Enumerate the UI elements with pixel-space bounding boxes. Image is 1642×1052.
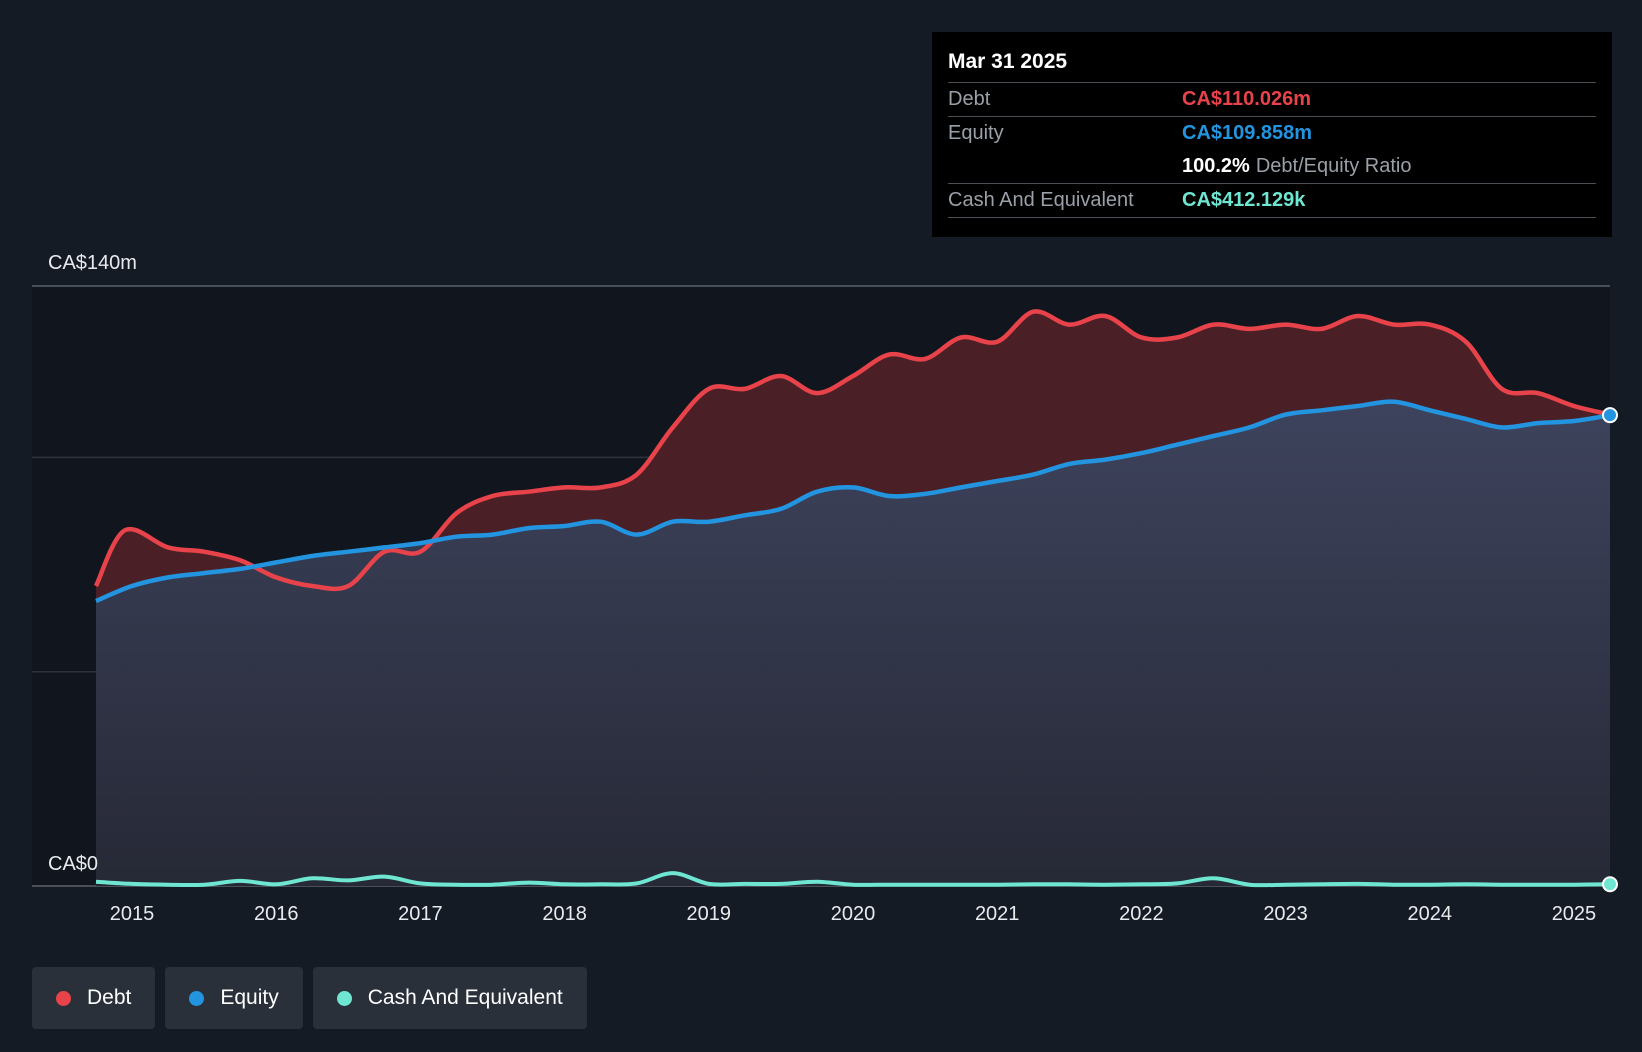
legend-equity-label: Equity — [220, 986, 279, 1009]
tooltip-debt-row: Debt CA$110.026m — [948, 83, 1596, 117]
tooltip-ratio-row: 100.2% Debt/Equity Ratio — [948, 150, 1596, 184]
legend: Debt Equity Cash And Equivalent — [32, 967, 587, 1029]
area-fills — [96, 311, 1610, 886]
tooltip-equity-label: Equity — [948, 122, 1004, 144]
tooltip-cash-value: CA$412.129k — [1182, 189, 1306, 211]
tooltip-cash-row: Cash And Equivalent CA$412.129k — [948, 184, 1596, 218]
debt-dot-icon — [56, 990, 71, 1006]
tooltip-equity-value: CA$109.858m — [1182, 122, 1313, 144]
debt-line — [93, 309, 1611, 592]
equity-area — [96, 401, 1610, 886]
legend-item-equity[interactable]: Equity — [165, 967, 303, 1029]
equity-end-marker[interactable] — [1602, 407, 1618, 424]
x-tick-label: 2024 — [1408, 903, 1453, 925]
tooltip-ratio-value: 100.2% — [1182, 155, 1250, 177]
x-tick-label: 2015 — [110, 903, 155, 925]
x-tick-label: 2018 — [542, 903, 587, 925]
x-tick-label: 2017 — [398, 903, 443, 925]
series-lines — [93, 309, 1611, 888]
x-tick-label: 2023 — [1263, 903, 1308, 925]
cash-line — [95, 871, 1611, 888]
x-tick-label: 2022 — [1119, 903, 1164, 925]
equity-line — [95, 399, 1611, 604]
x-tick-label: 2021 — [975, 903, 1020, 925]
x-tick-label: 2020 — [831, 903, 876, 925]
tooltip-debt-value: CA$110.026m — [1182, 88, 1311, 110]
y-axis-top-label: CA$140m — [48, 252, 137, 274]
x-axis-ticks: 2015 2016 2017 2018 2019 2020 2021 2022 2023 2024… — [110, 903, 1596, 925]
legend-item-cash[interactable]: Cash And Equivalent — [312, 967, 587, 1029]
x-tick-label: 2025 — [1552, 903, 1597, 925]
equity-dot-icon — [189, 990, 205, 1006]
tooltip-date: Mar 31 2025 — [948, 46, 1596, 83]
tooltip-ratio-label: Debt/Equity Ratio — [1255, 155, 1412, 177]
legend-item-debt[interactable]: Debt — [32, 967, 156, 1029]
tooltip-equity-row: Equity CA$109.858m — [948, 117, 1596, 150]
y-axis-bottom-label: CA$0 — [48, 853, 98, 875]
cash-dot-icon — [336, 990, 352, 1006]
legend-debt-label: Debt — [87, 986, 132, 1009]
end-markers — [1602, 407, 1618, 893]
tooltip-debt-label: Debt — [948, 88, 991, 110]
cash-end-marker[interactable] — [1602, 876, 1618, 893]
x-tick-label: 2016 — [254, 903, 299, 925]
x-tick-label: 2019 — [687, 903, 732, 925]
legend-cash-label: Cash And Equivalent — [367, 986, 563, 1009]
tooltip: Mar 31 2025 Debt CA$110.026m Equity CA$1… — [932, 32, 1612, 237]
tooltip-cash-label: Cash And Equivalent — [948, 189, 1134, 211]
